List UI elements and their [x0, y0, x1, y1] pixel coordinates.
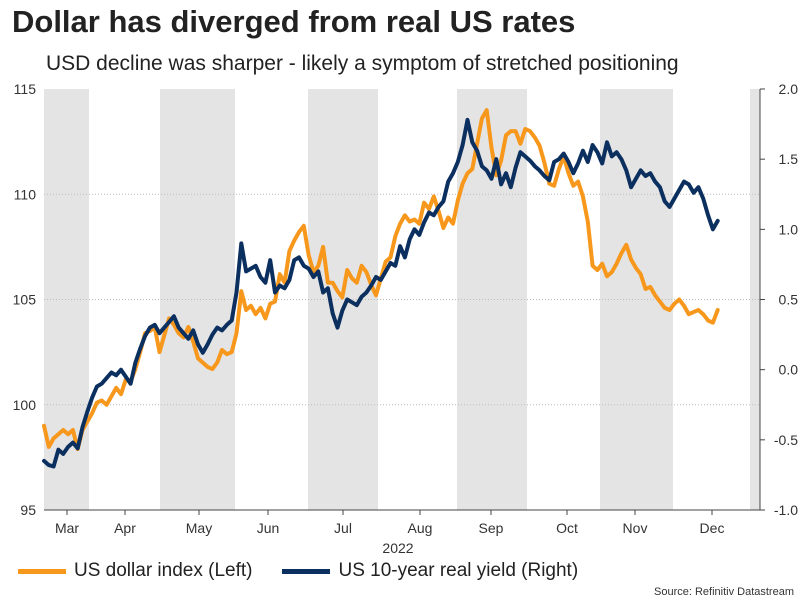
right-tick-label: -1.0	[774, 502, 798, 518]
chart-svg: 95 100 105 110 115 -1.0 -0.5 0.0 0.5 1.0 1.5 2.0 Mar…	[13, 81, 799, 556]
legend-label-usd: US dollar index (Left)	[74, 560, 253, 581]
right-tick-label: 1.0	[779, 221, 799, 237]
right-tick-label: 2.0	[779, 81, 799, 97]
shaded-band-5	[600, 89, 673, 510]
legend-swatch-usd	[18, 568, 66, 574]
x-tick-label-jun: Jun	[257, 520, 280, 536]
left-tick-label: 105	[13, 292, 37, 308]
x-axis-label: 2022	[382, 540, 413, 556]
chart-subtitle: USD decline was sharper - likely a sympt…	[46, 52, 679, 75]
x-tick-label-nov: Nov	[623, 520, 648, 536]
chart-title: Dollar has diverged from real US rates	[12, 4, 576, 39]
source-note: Source: Refinitiv Datastream	[654, 586, 794, 598]
left-tick-label: 95	[20, 502, 36, 518]
legend-label-yield: US 10-year real yield (Right)	[338, 560, 579, 581]
x-tick-label-mar: Mar	[55, 520, 79, 536]
legend: US dollar index (Left) US 10-year real y…	[18, 560, 608, 582]
x-tick-label-sep: Sep	[479, 520, 504, 536]
right-tick-label: 1.5	[779, 151, 799, 167]
legend-item-usd: US dollar index (Left)	[18, 560, 252, 582]
right-tick-label: 0.0	[779, 362, 799, 378]
left-tick-label: 110	[14, 186, 37, 202]
x-tick-label-aug: Aug	[408, 520, 433, 536]
series-line-real-yield	[42, 117, 720, 469]
left-tick-label: 115	[14, 81, 37, 97]
x-tick-label-apr: Apr	[114, 520, 136, 536]
legend-item-yield: US 10-year real yield (Right)	[282, 560, 578, 582]
x-tick-label-oct: Oct	[556, 520, 578, 536]
shaded-band-3	[308, 89, 378, 510]
x-tick-label-jul: Jul	[334, 520, 352, 536]
right-tick-label: 0.5	[779, 292, 799, 308]
x-tick-label-dec: Dec	[700, 520, 725, 536]
legend-swatch-yield	[282, 568, 331, 574]
x-tick-label-may: May	[186, 520, 212, 536]
right-tick-label: -0.5	[774, 432, 798, 448]
left-tick-label: 100	[13, 397, 37, 413]
